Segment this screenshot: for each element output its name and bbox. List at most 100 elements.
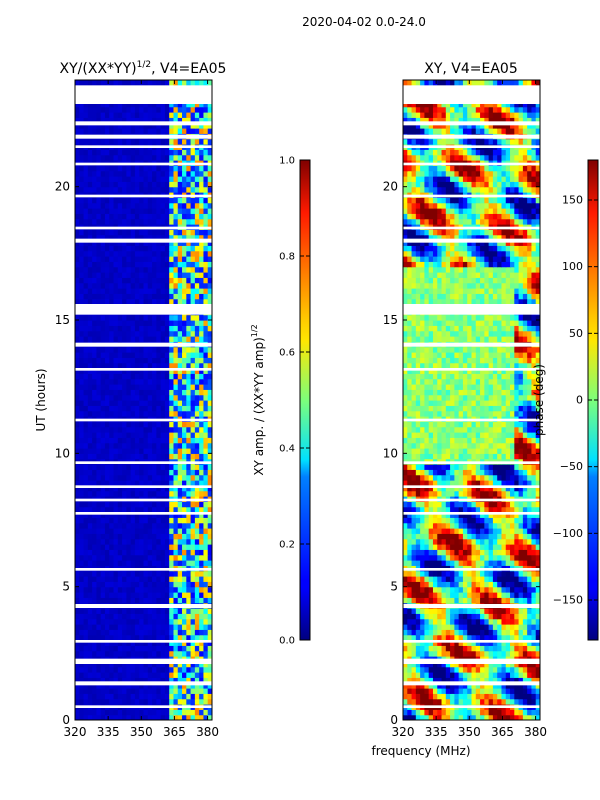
heatmap-cell: [96, 581, 102, 588]
heatmap-cell: [203, 330, 209, 337]
heatmap-cell: [441, 640, 447, 646]
heatmap-cell: [199, 661, 205, 668]
heatmap-cell: [207, 186, 212, 193]
heatmap-cell: [505, 586, 511, 593]
heatmap-cell: [207, 528, 212, 534]
heatmap-cell: [407, 645, 413, 652]
heatmap-cell: [130, 533, 136, 540]
heatmap-cell: [207, 394, 212, 401]
heatmap-cell: [156, 373, 162, 380]
heatmap-cell: [182, 613, 187, 620]
heatmap-cell: [186, 661, 192, 668]
heatmap-cell: [109, 714, 115, 720]
heatmap-cell: [160, 426, 166, 433]
heatmap-cell: [130, 629, 136, 636]
heatmap-cell: [92, 544, 98, 550]
heatmap-cell: [186, 266, 192, 273]
heatmap-cell: [190, 549, 196, 556]
heatmap-cell: [501, 576, 507, 582]
heatmap-cell: [96, 170, 102, 177]
heatmap-cell: [79, 378, 85, 385]
heatmap-cell: [173, 576, 179, 582]
heatmap-cell: [177, 645, 183, 652]
heatmap-cell: [83, 432, 89, 438]
heatmap-cell: [113, 634, 119, 641]
heatmap-cell: [130, 666, 136, 673]
heatmap-cell: [194, 277, 200, 284]
heatmap-cell: [104, 266, 110, 273]
heatmap-cell: [87, 512, 93, 518]
heatmap-cell: [164, 400, 170, 406]
heatmap-cell: [203, 101, 209, 108]
heatmap-cell: [75, 229, 80, 236]
heatmap-cell: [126, 634, 132, 641]
heatmap-cell: [156, 709, 162, 716]
heatmap-cell: [117, 293, 123, 300]
heatmap-cell: [79, 368, 85, 374]
heatmap-cell: [518, 640, 524, 646]
heatmap-cell: [75, 410, 80, 417]
heatmap-cell: [100, 469, 106, 476]
heatmap-cell: [203, 362, 209, 369]
heatmap-cell: [152, 346, 157, 353]
heatmap-cell: [428, 576, 434, 582]
heatmap-cell: [441, 688, 447, 694]
heatmap-cell: [199, 544, 205, 550]
heatmap-cell: [100, 293, 106, 300]
heatmap-cell: [169, 373, 175, 380]
heatmap-cell: [130, 405, 136, 412]
heatmap-cell: [531, 597, 537, 604]
heatmap-cell: [122, 480, 127, 486]
heatmap-cell: [492, 640, 498, 646]
heatmap-cell: [104, 245, 110, 252]
heatmap-cell: [441, 624, 447, 630]
heatmap-cell: [518, 544, 524, 550]
heatmap-cell: [96, 608, 102, 614]
heatmap-cell: [83, 101, 89, 108]
heatmap-cell: [139, 405, 145, 412]
heatmap-cell: [92, 698, 98, 705]
heatmap-cell: [156, 698, 162, 705]
heatmap-cell: [79, 400, 85, 406]
heatmap-cell: [117, 629, 123, 636]
heatmap-cell: [96, 688, 102, 694]
heatmap-cell: [143, 288, 149, 294]
heatmap-cell: [152, 714, 157, 720]
heatmap-cell: [122, 400, 127, 406]
heatmap-cell: [484, 698, 490, 705]
heatmap-cell: [83, 517, 89, 524]
heatmap-cell: [194, 362, 200, 369]
heatmap-cell: [467, 672, 473, 678]
heatmap-cell: [104, 389, 110, 396]
heatmap-cell: [92, 666, 98, 673]
heatmap-cell: [199, 250, 205, 257]
heatmap-cell: [488, 576, 494, 582]
heatmap-cell: [458, 576, 464, 582]
heatmap-cell: [75, 122, 80, 129]
heatmap-cell: [488, 666, 494, 673]
heatmap-cell: [117, 410, 123, 417]
heatmap-cell: [173, 229, 179, 236]
heatmap-cell: [420, 672, 426, 678]
heatmap-cell: [177, 389, 183, 396]
heatmap-cell: [407, 549, 413, 556]
heatmap-cell: [152, 421, 157, 428]
heatmap-cell: [484, 570, 490, 577]
heatmap-cell: [109, 453, 115, 460]
heatmap-cell: [194, 154, 200, 161]
heatmap-cell: [92, 453, 98, 460]
heatmap-cell: [194, 250, 200, 257]
heatmap-cell: [92, 186, 98, 193]
heatmap-cell: [147, 549, 153, 556]
heatmap-cell: [177, 213, 183, 220]
heatmap-cell: [160, 480, 166, 486]
heatmap-cell: [117, 581, 123, 588]
heatmap-cell: [471, 592, 477, 598]
heatmap-cell: [514, 640, 520, 646]
heatmap-cell: [130, 618, 136, 625]
heatmap-cell: [510, 570, 515, 577]
heatmap-cell: [203, 560, 209, 566]
heatmap-cell: [467, 592, 473, 598]
heatmap-cell: [109, 640, 115, 646]
